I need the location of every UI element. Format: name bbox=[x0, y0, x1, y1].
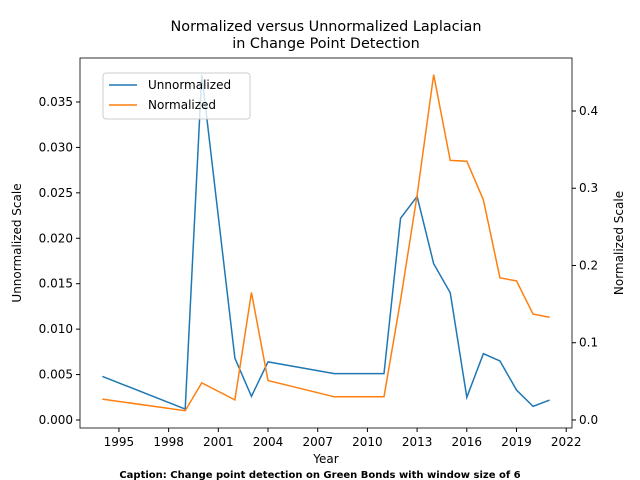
y-tick-label: 0.005 bbox=[39, 368, 73, 382]
y-tick-label: 0.010 bbox=[39, 322, 73, 336]
x-tick-label: 2010 bbox=[352, 435, 383, 449]
y-tick-label: 0.015 bbox=[39, 277, 73, 291]
y2-tick-label: 0.0 bbox=[579, 413, 598, 427]
y2-tick-label: 0.4 bbox=[579, 104, 598, 118]
x-tick-label: 2001 bbox=[203, 435, 234, 449]
caption: Caption: Change point detection on Green… bbox=[119, 470, 520, 480]
series-line bbox=[102, 74, 550, 412]
x-tick-label: 2022 bbox=[551, 435, 582, 449]
legend-box bbox=[102, 72, 251, 120]
y2-axis-label: Normalized Scale bbox=[612, 191, 626, 295]
series-line bbox=[102, 74, 550, 411]
x-axis-label: Year bbox=[312, 452, 338, 466]
y-tick-label: 0.000 bbox=[39, 413, 73, 427]
y2-tick-label: 0.3 bbox=[579, 181, 598, 195]
y-tick-label: 0.025 bbox=[39, 186, 73, 200]
y2-tick-label: 0.2 bbox=[579, 258, 598, 272]
x-tick-label: 2007 bbox=[302, 435, 333, 449]
x-tick-label: 1995 bbox=[104, 435, 135, 449]
legend-label: Normalized bbox=[148, 98, 216, 112]
chart-title: Normalized versus Unnormalized Laplacian… bbox=[171, 19, 482, 52]
x-tick-label: 2019 bbox=[501, 435, 532, 449]
x-tick-label: 1998 bbox=[153, 435, 184, 449]
x-tick-label: 2013 bbox=[402, 435, 433, 449]
x-tick-label: 2004 bbox=[253, 435, 284, 449]
y-axis-label: Unnormalized Scale bbox=[10, 183, 24, 302]
plot-frame bbox=[79, 57, 573, 429]
y2-tick-label: 0.1 bbox=[579, 336, 598, 350]
y-tick-label: 0.030 bbox=[39, 140, 73, 154]
y-tick-label: 0.035 bbox=[39, 95, 73, 109]
legend-label: Unnormalized bbox=[148, 78, 231, 92]
y-tick-label: 0.020 bbox=[39, 231, 73, 245]
x-tick-label: 2016 bbox=[452, 435, 483, 449]
